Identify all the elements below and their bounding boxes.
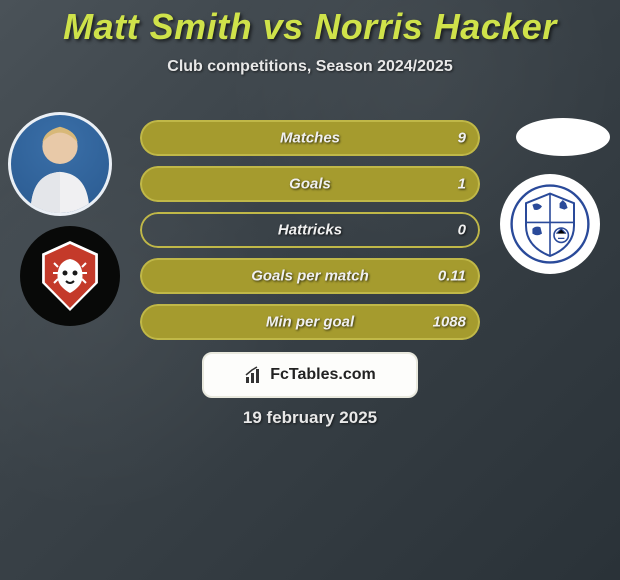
player1-club-badge bbox=[20, 226, 120, 326]
subtitle: Club competitions, Season 2024/2025 bbox=[0, 58, 620, 76]
stat-value: 9 bbox=[458, 130, 466, 147]
stat-row: Hattricks 0 bbox=[140, 212, 480, 248]
stat-label: Goals per match bbox=[251, 268, 369, 285]
lion-icon bbox=[20, 226, 120, 326]
player2-avatar bbox=[516, 118, 610, 156]
player2-club-badge bbox=[500, 174, 600, 274]
stat-row: Min per goal 1088 bbox=[140, 304, 480, 340]
stat-label: Matches bbox=[280, 130, 340, 147]
stat-value: 1088 bbox=[433, 314, 466, 331]
date-label: 19 february 2025 bbox=[243, 408, 377, 428]
comparison-bars: Matches 9 Goals 1 Hattricks 0 Goals per match 0… bbox=[140, 120, 480, 340]
crest-icon bbox=[510, 184, 590, 264]
stat-value: 1 bbox=[458, 176, 466, 193]
stat-row: Matches 9 bbox=[140, 120, 480, 156]
stat-label: Hattricks bbox=[278, 222, 342, 239]
brand-text: FcTables.com bbox=[270, 366, 376, 384]
player-silhouette-icon bbox=[11, 115, 109, 213]
stat-value: 0 bbox=[458, 222, 466, 239]
stat-label: Min per goal bbox=[266, 314, 354, 331]
stat-row: Goals 1 bbox=[140, 166, 480, 202]
stat-row: Goals per match 0.11 bbox=[140, 258, 480, 294]
stat-value: 0.11 bbox=[438, 268, 466, 285]
brand-badge: FcTables.com bbox=[202, 352, 418, 398]
chart-icon bbox=[244, 365, 264, 385]
player1-avatar bbox=[8, 112, 112, 216]
page-title: Matt Smith vs Norris Hacker bbox=[0, 0, 620, 48]
stat-label: Goals bbox=[289, 176, 331, 193]
content: Matt Smith vs Norris Hacker Club competi… bbox=[0, 0, 620, 580]
